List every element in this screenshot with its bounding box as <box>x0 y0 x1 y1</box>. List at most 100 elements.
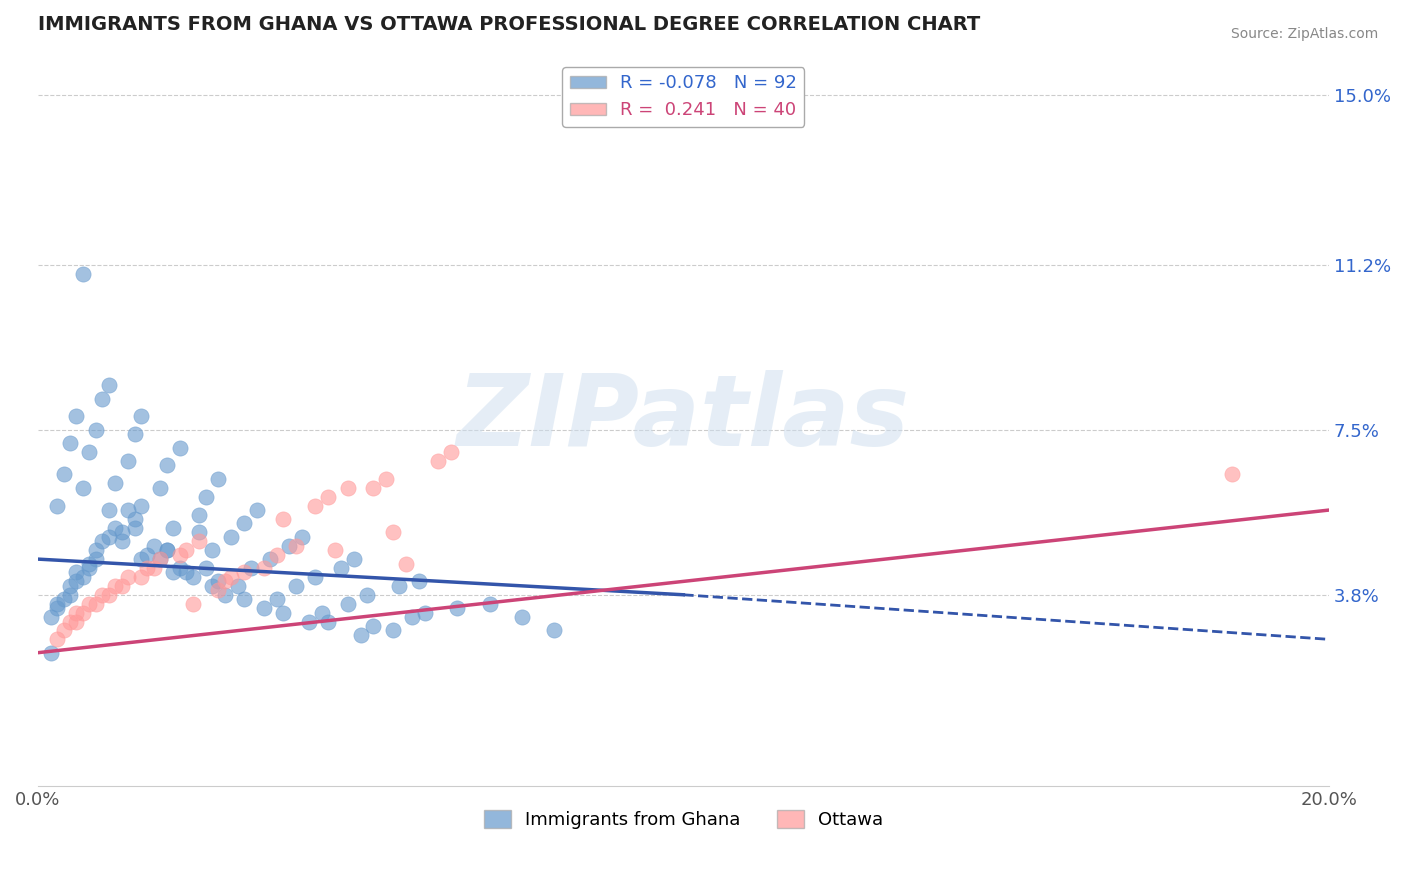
Point <box>84 543 107 558</box>
Point <box>363 619 385 633</box>
Point <box>39 646 62 660</box>
Point <box>65 566 87 580</box>
Point <box>253 601 276 615</box>
Point <box>124 512 146 526</box>
Point <box>149 552 172 566</box>
Point <box>207 574 229 589</box>
Point <box>201 579 224 593</box>
Point <box>363 481 385 495</box>
Point <box>84 552 107 566</box>
Point <box>233 592 256 607</box>
Point <box>156 543 179 558</box>
Point <box>72 606 94 620</box>
Point <box>271 606 294 620</box>
Point <box>149 481 172 495</box>
Point <box>59 579 82 593</box>
Point <box>97 378 120 392</box>
Point <box>446 601 468 615</box>
Point <box>162 521 184 535</box>
Point <box>91 588 114 602</box>
Point <box>401 610 423 624</box>
Point <box>233 566 256 580</box>
Point <box>336 597 359 611</box>
Point <box>395 557 418 571</box>
Text: IMMIGRANTS FROM GHANA VS OTTAWA PROFESSIONAL DEGREE CORRELATION CHART: IMMIGRANTS FROM GHANA VS OTTAWA PROFESSI… <box>38 15 980 34</box>
Point <box>207 472 229 486</box>
Point <box>194 490 217 504</box>
Point <box>316 615 339 629</box>
Point <box>104 476 127 491</box>
Point <box>117 503 139 517</box>
Point <box>323 543 346 558</box>
Point <box>84 597 107 611</box>
Point <box>149 552 172 566</box>
Point <box>91 534 114 549</box>
Point <box>79 561 101 575</box>
Point <box>142 561 165 575</box>
Text: ZIPatlas: ZIPatlas <box>457 370 910 467</box>
Point <box>336 481 359 495</box>
Point <box>343 552 366 566</box>
Point <box>72 267 94 281</box>
Point <box>226 579 249 593</box>
Point <box>188 508 211 522</box>
Point <box>214 588 236 602</box>
Point <box>65 606 87 620</box>
Point <box>124 521 146 535</box>
Point <box>266 592 288 607</box>
Text: Source: ZipAtlas.com: Source: ZipAtlas.com <box>1230 27 1378 41</box>
Point <box>181 597 204 611</box>
Point <box>59 588 82 602</box>
Point <box>59 615 82 629</box>
Point <box>201 543 224 558</box>
Point <box>65 409 87 424</box>
Point <box>46 499 69 513</box>
Point <box>169 441 191 455</box>
Point <box>129 552 152 566</box>
Point <box>59 436 82 450</box>
Point <box>510 610 533 624</box>
Point <box>1220 467 1243 482</box>
Point <box>233 516 256 531</box>
Point <box>375 472 398 486</box>
Point <box>188 534 211 549</box>
Point <box>46 632 69 647</box>
Point <box>117 570 139 584</box>
Point <box>304 570 326 584</box>
Point <box>97 530 120 544</box>
Point <box>111 534 134 549</box>
Point <box>246 503 269 517</box>
Point <box>136 548 159 562</box>
Point <box>156 458 179 473</box>
Point <box>271 512 294 526</box>
Point <box>97 503 120 517</box>
Point <box>72 570 94 584</box>
Point <box>311 606 333 620</box>
Point <box>278 539 301 553</box>
Point <box>79 445 101 459</box>
Point <box>174 566 197 580</box>
Point <box>65 615 87 629</box>
Point <box>408 574 430 589</box>
Point <box>65 574 87 589</box>
Point <box>129 409 152 424</box>
Point <box>91 392 114 406</box>
Point <box>316 490 339 504</box>
Point <box>259 552 281 566</box>
Point <box>84 423 107 437</box>
Point <box>188 525 211 540</box>
Point <box>129 570 152 584</box>
Point <box>413 606 436 620</box>
Point <box>162 566 184 580</box>
Point <box>221 530 243 544</box>
Point <box>174 543 197 558</box>
Point <box>381 525 404 540</box>
Point <box>194 561 217 575</box>
Point <box>440 445 463 459</box>
Point <box>169 548 191 562</box>
Point <box>266 548 288 562</box>
Point <box>97 588 120 602</box>
Point <box>52 592 75 607</box>
Point <box>124 427 146 442</box>
Point <box>169 561 191 575</box>
